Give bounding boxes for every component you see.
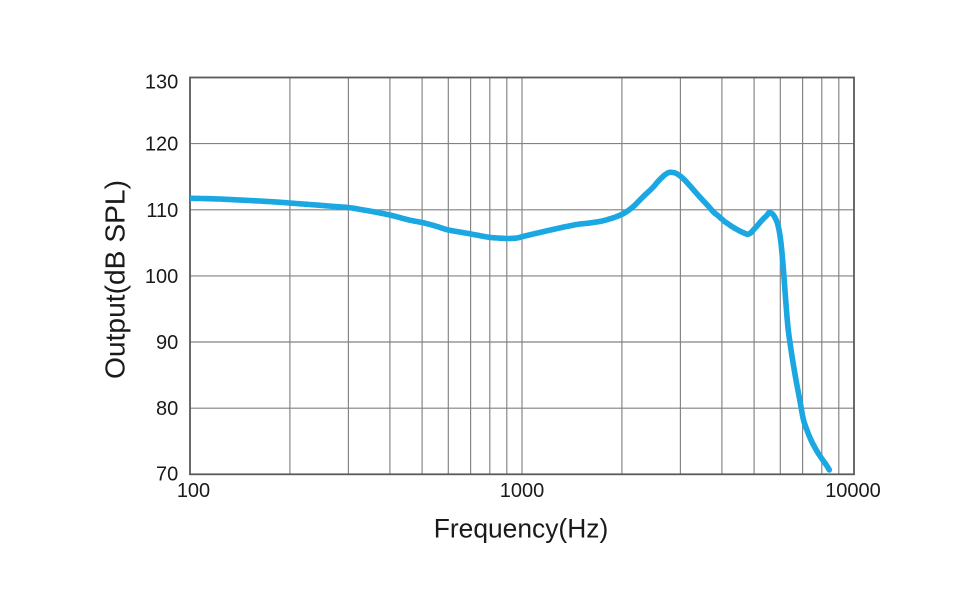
svg-text:110: 110 [146, 200, 178, 222]
svg-text:120: 120 [145, 134, 178, 156]
svg-text:100: 100 [145, 266, 178, 288]
svg-text:100: 100 [177, 480, 210, 502]
svg-text:80: 80 [156, 398, 178, 420]
svg-text:130: 130 [145, 72, 178, 94]
svg-text:Frequency(Hz): Frequency(Hz) [434, 514, 609, 544]
svg-text:10000: 10000 [825, 480, 881, 502]
svg-text:Output(dB SPL): Output(dB SPL) [99, 180, 131, 379]
svg-text:1000: 1000 [500, 480, 545, 502]
svg-text:70: 70 [156, 463, 178, 485]
svg-text:90: 90 [156, 332, 178, 354]
